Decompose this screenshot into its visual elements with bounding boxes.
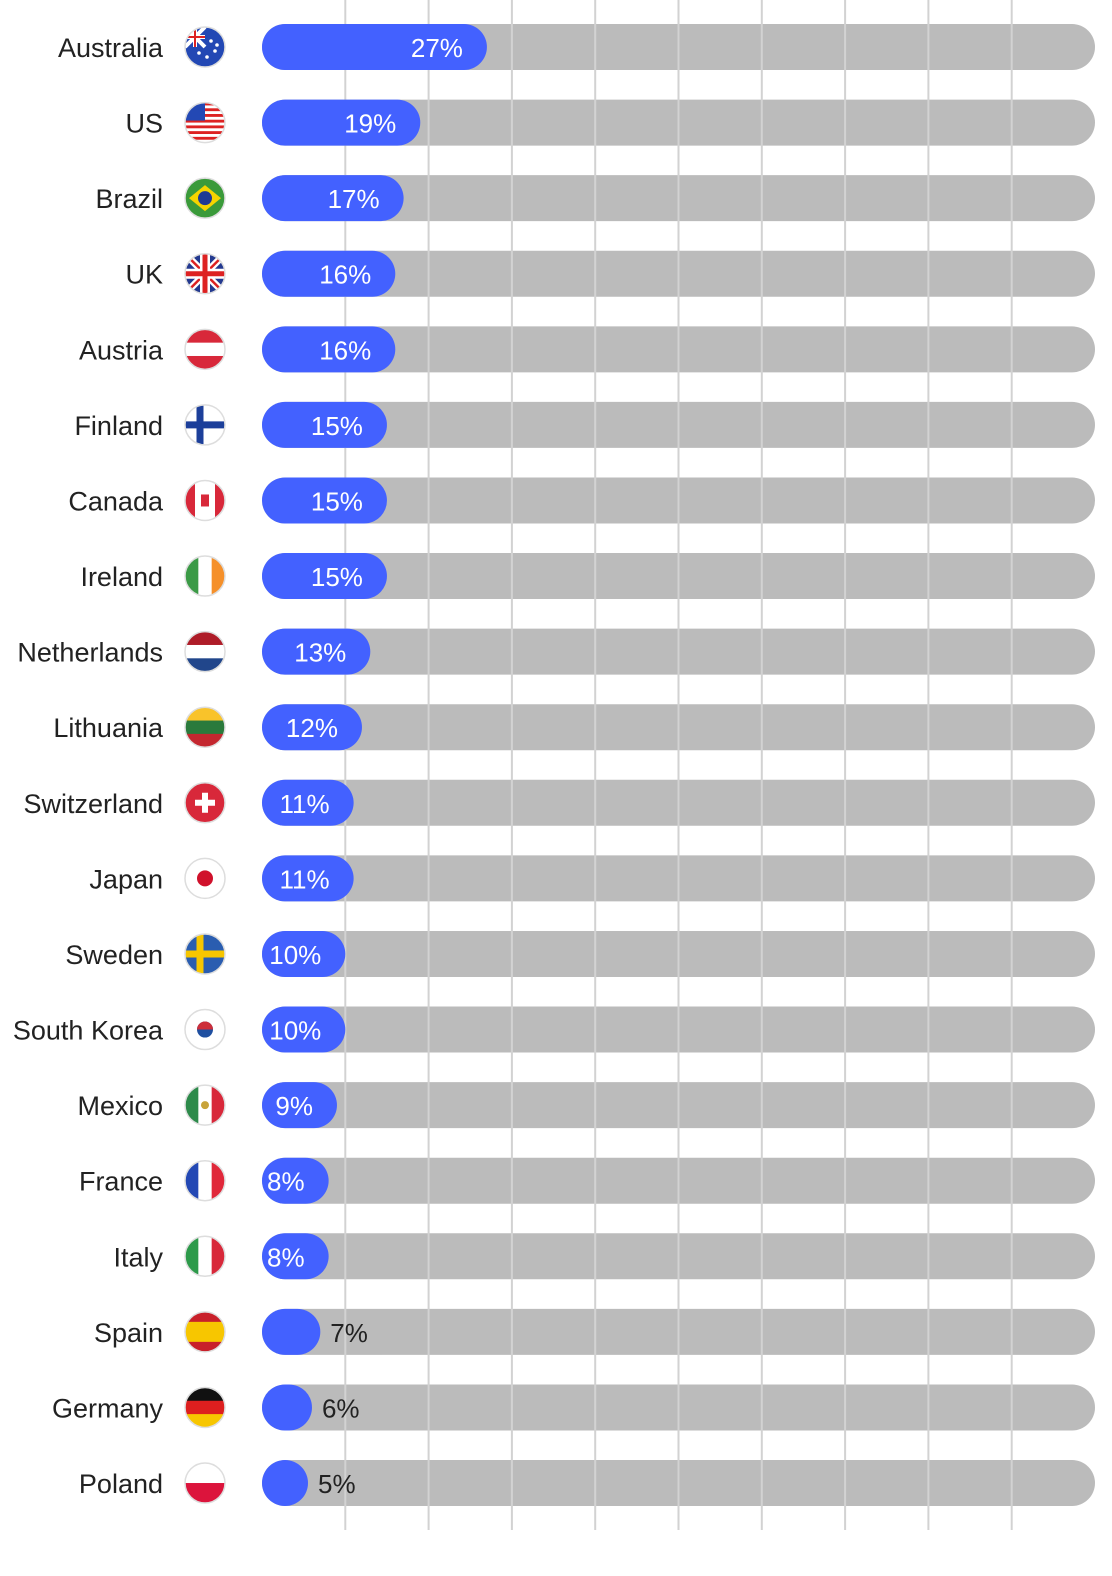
value-label: 10% <box>269 940 321 970</box>
bar <box>262 1006 346 1053</box>
value-label: 7% <box>330 1318 368 1348</box>
value-label: 8% <box>267 1242 305 1272</box>
category-label: Sweden <box>65 940 163 970</box>
bar <box>262 855 354 902</box>
flag-border <box>184 479 226 522</box>
flag-border <box>184 630 226 673</box>
bar <box>262 930 346 977</box>
bar <box>262 175 404 222</box>
bar <box>262 1157 329 1204</box>
flag <box>185 858 225 899</box>
flag <box>185 253 225 294</box>
flag <box>185 1463 225 1504</box>
flag-border <box>184 1159 226 1202</box>
bar <box>262 326 396 373</box>
category-label: US <box>125 109 163 139</box>
bar <box>262 1384 312 1431</box>
bar <box>262 99 421 146</box>
flag-border <box>184 177 226 219</box>
category-label: Austria <box>79 335 164 365</box>
category-label: Poland <box>79 1469 163 1499</box>
bar <box>262 477 387 524</box>
value-label: 8% <box>267 1167 305 1197</box>
flag-border <box>184 1235 226 1278</box>
category-label: Finland <box>74 411 163 441</box>
category-label: Mexico <box>77 1091 163 1121</box>
category-label: Italy <box>113 1242 163 1272</box>
flag-border <box>184 26 226 68</box>
category-label: Switzerland <box>23 789 163 819</box>
value-label: 11% <box>280 789 330 819</box>
category-label: Germany <box>52 1393 164 1423</box>
bar <box>262 250 396 297</box>
category-label: Spain <box>94 1318 163 1348</box>
flag-border <box>184 706 226 748</box>
category-label: Brazil <box>95 184 163 214</box>
category-label: France <box>79 1167 163 1197</box>
bar <box>262 628 371 675</box>
category-label: UK <box>125 260 163 290</box>
flag <box>185 1311 225 1352</box>
bar <box>262 1460 308 1507</box>
flag-border <box>184 782 226 824</box>
flag-border <box>184 1008 226 1051</box>
category-label: Ireland <box>80 562 163 592</box>
category-label: Japan <box>89 864 163 894</box>
flag-border <box>184 1311 226 1353</box>
value-label: 10% <box>269 1016 321 1046</box>
value-label: 17% <box>328 184 380 214</box>
flag-border <box>184 1084 226 1126</box>
bar <box>262 1233 329 1280</box>
flag-border <box>184 857 226 900</box>
flag-border <box>184 328 226 371</box>
value-label: 12% <box>286 713 338 743</box>
flag <box>185 933 225 974</box>
value-label: 5% <box>318 1469 356 1499</box>
bar <box>262 1082 337 1129</box>
flag-border <box>184 1386 226 1429</box>
flag <box>185 178 225 219</box>
flag <box>185 480 225 521</box>
bar <box>262 553 387 600</box>
category-label: South Korea <box>13 1016 164 1046</box>
category-label: Lithuania <box>53 713 164 743</box>
value-label: 6% <box>322 1393 360 1423</box>
value-label: 13% <box>294 638 346 668</box>
value-label: 15% <box>311 411 363 441</box>
bar <box>262 779 354 826</box>
bar <box>262 401 387 448</box>
flag-border <box>184 404 226 446</box>
flag-border <box>184 252 226 295</box>
category-label: Australia <box>58 33 164 63</box>
flag <box>185 782 225 823</box>
value-label: 16% <box>319 335 371 365</box>
bar <box>262 24 487 70</box>
flag <box>185 404 225 445</box>
value-label: 27% <box>411 33 463 63</box>
value-label: 16% <box>319 260 371 290</box>
category-label: Canada <box>68 486 164 516</box>
value-label: 9% <box>275 1091 313 1121</box>
value-label: 19% <box>344 109 396 139</box>
flag-border <box>184 101 226 144</box>
category-label: Netherlands <box>17 638 163 668</box>
flag-border <box>184 933 226 975</box>
bar <box>262 1308 321 1355</box>
flag-border <box>184 555 226 597</box>
flag-border <box>184 1462 226 1504</box>
value-label: 15% <box>311 562 363 592</box>
value-label: 11% <box>280 864 330 894</box>
flag <box>185 1009 225 1050</box>
value-label: 15% <box>311 486 363 516</box>
bar <box>262 704 362 751</box>
